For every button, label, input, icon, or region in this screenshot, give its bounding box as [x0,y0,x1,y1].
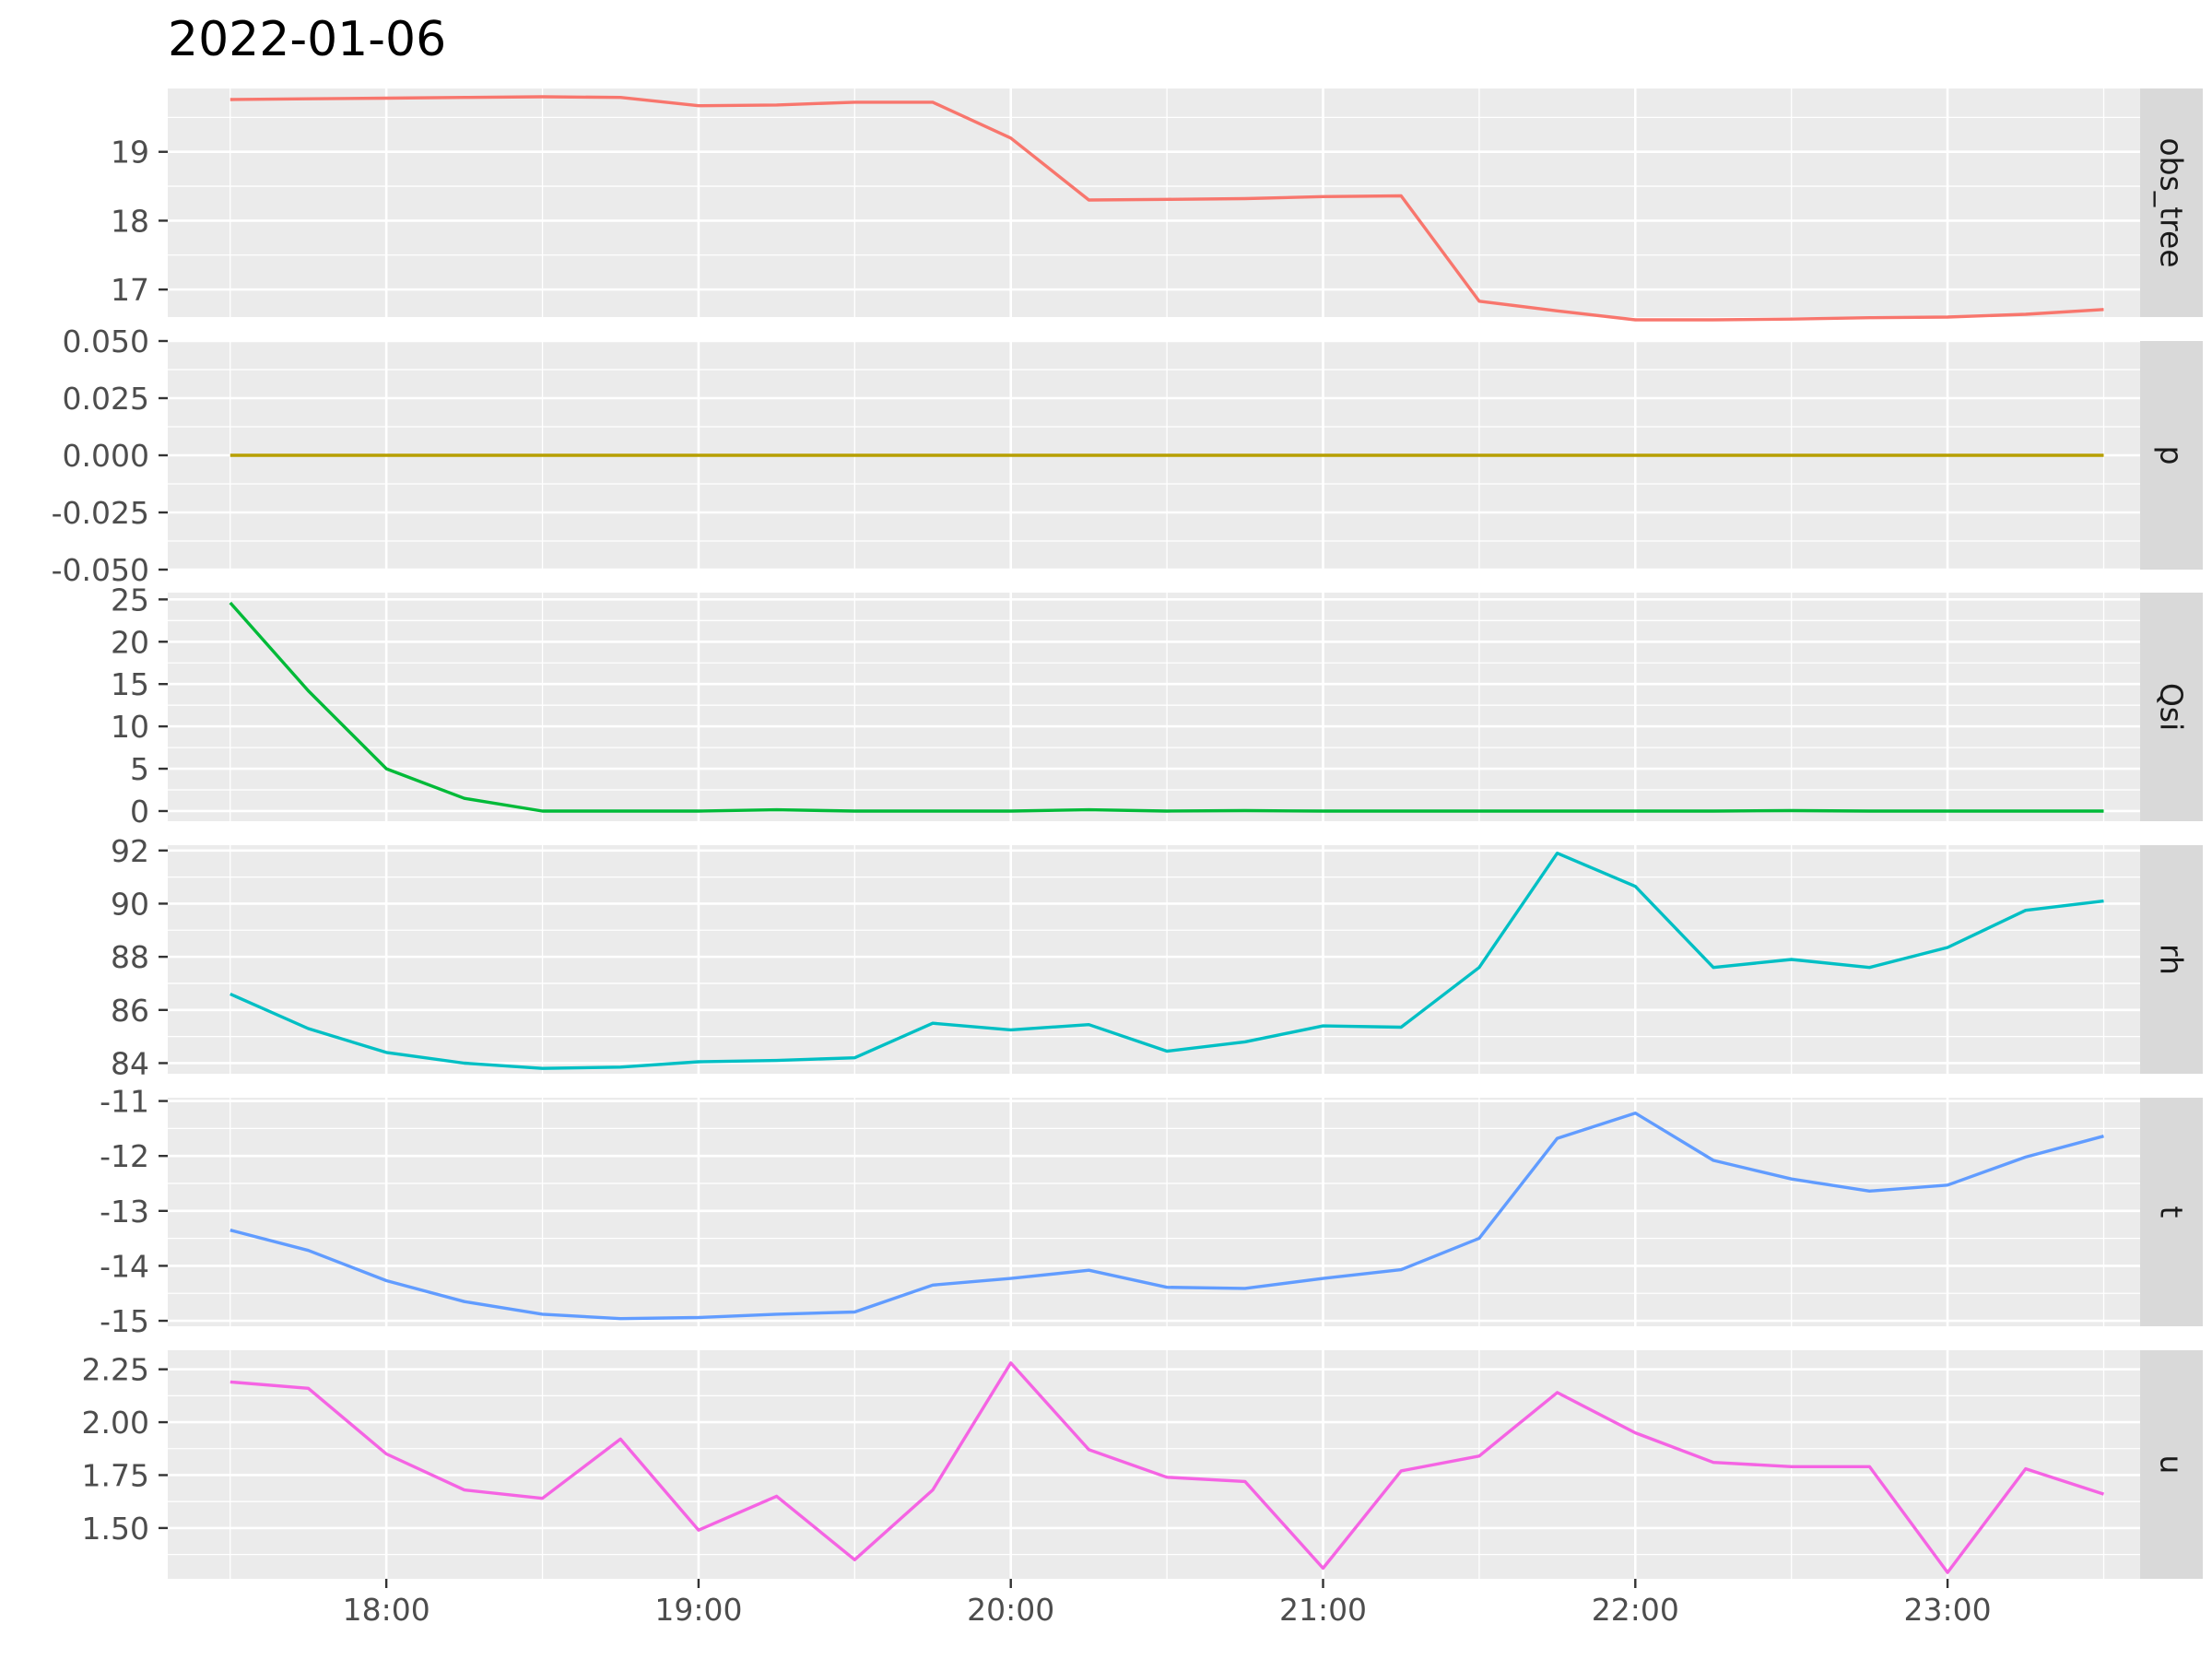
y-tick-label: 15 [111,666,149,702]
series-line-u [229,1361,2105,1574]
facet-strip-background [2140,1350,2203,1579]
y-tick-label: 84 [111,1045,149,1081]
y-tick-label: 10 [111,709,149,745]
series-line-obs_tree [229,95,2104,322]
facet-strip-label: p [2154,446,2190,465]
y-tick-label: -0.025 [52,495,149,531]
y-tick-label: -0.050 [52,552,149,588]
series-line-Qsi [229,601,2104,813]
panel-background [168,88,2140,317]
y-tick-label: 19 [111,135,149,171]
facet-strip-background [2140,1098,2203,1326]
x-tick-label: 23:00 [1904,1592,1992,1628]
y-tick-label: 2.00 [82,1405,149,1441]
facet-panel-Qsi: 0 5 10 15 20 25 Qsi [111,582,2203,830]
y-tick-label: 90 [111,886,149,922]
y-tick-label: 2.25 [82,1352,149,1388]
facet-panel-rh: 84 86 88 90 92 rh [111,833,2203,1081]
facet-panel-u: 1.50 1.75 2.00 2.25 u [82,1350,2203,1579]
facet-strip-background [2140,593,2203,821]
x-tick-label: 19:00 [654,1592,742,1628]
panel-background [168,593,2140,821]
facet-strip-label: obs_tree [2154,137,2190,267]
y-tick-label: 20 [111,624,149,660]
y-tick-label: 25 [111,582,149,618]
x-tick-label: 21:00 [1279,1592,1367,1628]
y-tick-label: 92 [111,833,149,869]
panel-background [168,845,2140,1074]
y-tick-label: 5 [130,751,149,787]
y-tick-label: 0.050 [63,324,149,359]
facet-strip-background [2140,88,2203,317]
y-tick-label: 1.50 [82,1511,149,1547]
x-axis: 18:00 19:00 20:00 21:00 22:00 23:00 [343,1579,1992,1628]
facet-strip-label: t [2154,1206,2190,1218]
facet-panel-t: -15 -14 -13 -12 -11 t [100,1084,2203,1339]
y-tick-label: -14 [100,1248,149,1284]
series-line-rh [229,852,2104,1070]
y-tick-label: 88 [111,939,149,975]
facet-panel-obs_tree: 17 18 19 obs_tree [111,88,2203,322]
y-tick-label: 0.000 [63,438,149,474]
facet-panels: 17 18 19 obs_tree -0.050 -0.025 0.000 0.025 0.05… [52,88,2203,1579]
facet-strip-label: Qsi [2154,683,2190,731]
facet-strip-label: rh [2154,944,2190,975]
series-line-t [229,1111,2104,1321]
facet-panel-p: -0.050 -0.025 0.000 0.025 0.050 p [52,324,2203,588]
y-tick-label: -11 [100,1084,149,1120]
y-tick-label: 1.75 [82,1457,149,1493]
x-tick-label: 18:00 [343,1592,430,1628]
y-tick-label: 17 [111,272,149,308]
y-tick-label: -12 [100,1138,149,1174]
facet-strip-label: u [2154,1455,2190,1475]
panel-background [168,1350,2140,1579]
facet-strip-background [2140,341,2203,570]
x-tick-label: 20:00 [967,1592,1054,1628]
facet-strip-background [2140,845,2203,1074]
y-tick-label: 18 [111,203,149,239]
y-tick-label: 0 [130,794,149,830]
y-tick-label: -15 [100,1303,149,1339]
x-tick-label: 22:00 [1592,1592,1679,1628]
y-tick-label: 86 [111,993,149,1029]
y-tick-label: -13 [100,1194,149,1230]
chart-title: 2022-01-06 [168,12,446,67]
y-tick-label: 0.025 [63,381,149,417]
